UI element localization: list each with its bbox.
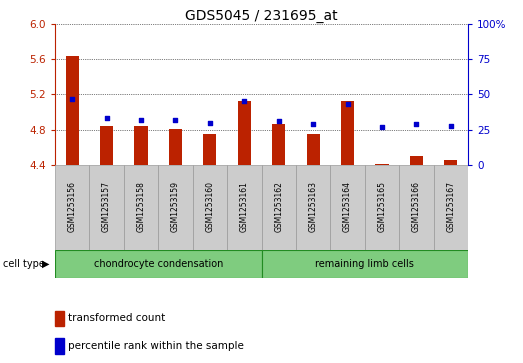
Text: GSM1253164: GSM1253164 xyxy=(343,181,352,232)
Text: GSM1253156: GSM1253156 xyxy=(67,181,77,232)
Point xyxy=(206,120,214,126)
Bar xyxy=(203,134,217,165)
Bar xyxy=(227,165,262,250)
Bar xyxy=(55,310,64,326)
Bar xyxy=(272,125,285,165)
Bar xyxy=(341,101,354,165)
Bar xyxy=(65,56,78,165)
Text: remaining limb cells: remaining limb cells xyxy=(315,259,414,269)
Text: GSM1253161: GSM1253161 xyxy=(240,181,249,232)
Bar xyxy=(134,126,147,165)
Text: chondrocyte condensation: chondrocyte condensation xyxy=(94,259,223,269)
Bar xyxy=(192,165,227,250)
Text: GSM1253166: GSM1253166 xyxy=(412,181,421,232)
Point xyxy=(137,117,145,123)
Bar xyxy=(89,165,124,250)
Bar xyxy=(399,165,434,250)
Bar xyxy=(296,165,331,250)
Bar xyxy=(306,134,320,165)
Bar xyxy=(55,338,64,354)
Text: GSM1253157: GSM1253157 xyxy=(102,181,111,232)
Point xyxy=(240,98,248,104)
Bar xyxy=(376,164,389,165)
Bar xyxy=(262,250,468,278)
Point xyxy=(378,124,386,130)
Bar xyxy=(238,101,251,165)
Bar xyxy=(100,126,113,165)
Bar xyxy=(331,165,365,250)
Bar xyxy=(365,165,399,250)
Bar xyxy=(445,160,458,165)
Bar xyxy=(169,129,182,165)
Text: GSM1253160: GSM1253160 xyxy=(206,181,214,232)
Text: GSM1253163: GSM1253163 xyxy=(309,181,317,232)
Point xyxy=(68,96,76,102)
Text: transformed count: transformed count xyxy=(68,313,165,323)
Point xyxy=(171,117,179,123)
Point xyxy=(309,121,317,127)
Text: ▶: ▶ xyxy=(42,259,50,269)
Bar xyxy=(158,165,192,250)
Text: GSM1253167: GSM1253167 xyxy=(446,181,456,232)
Text: percentile rank within the sample: percentile rank within the sample xyxy=(68,341,244,351)
Text: cell type: cell type xyxy=(3,259,44,269)
Bar xyxy=(124,165,158,250)
Bar xyxy=(262,165,296,250)
Point xyxy=(412,121,420,127)
Point xyxy=(103,115,111,121)
Point xyxy=(344,101,352,107)
Bar xyxy=(410,156,423,165)
Bar xyxy=(55,165,89,250)
Point xyxy=(447,123,455,129)
Text: GSM1253162: GSM1253162 xyxy=(274,181,283,232)
Text: GSM1253159: GSM1253159 xyxy=(171,181,180,232)
Bar xyxy=(434,165,468,250)
Bar xyxy=(55,250,262,278)
Point xyxy=(275,118,283,124)
Text: GSM1253165: GSM1253165 xyxy=(378,181,386,232)
Text: GSM1253158: GSM1253158 xyxy=(137,181,145,232)
Text: GDS5045 / 231695_at: GDS5045 / 231695_at xyxy=(185,9,338,23)
